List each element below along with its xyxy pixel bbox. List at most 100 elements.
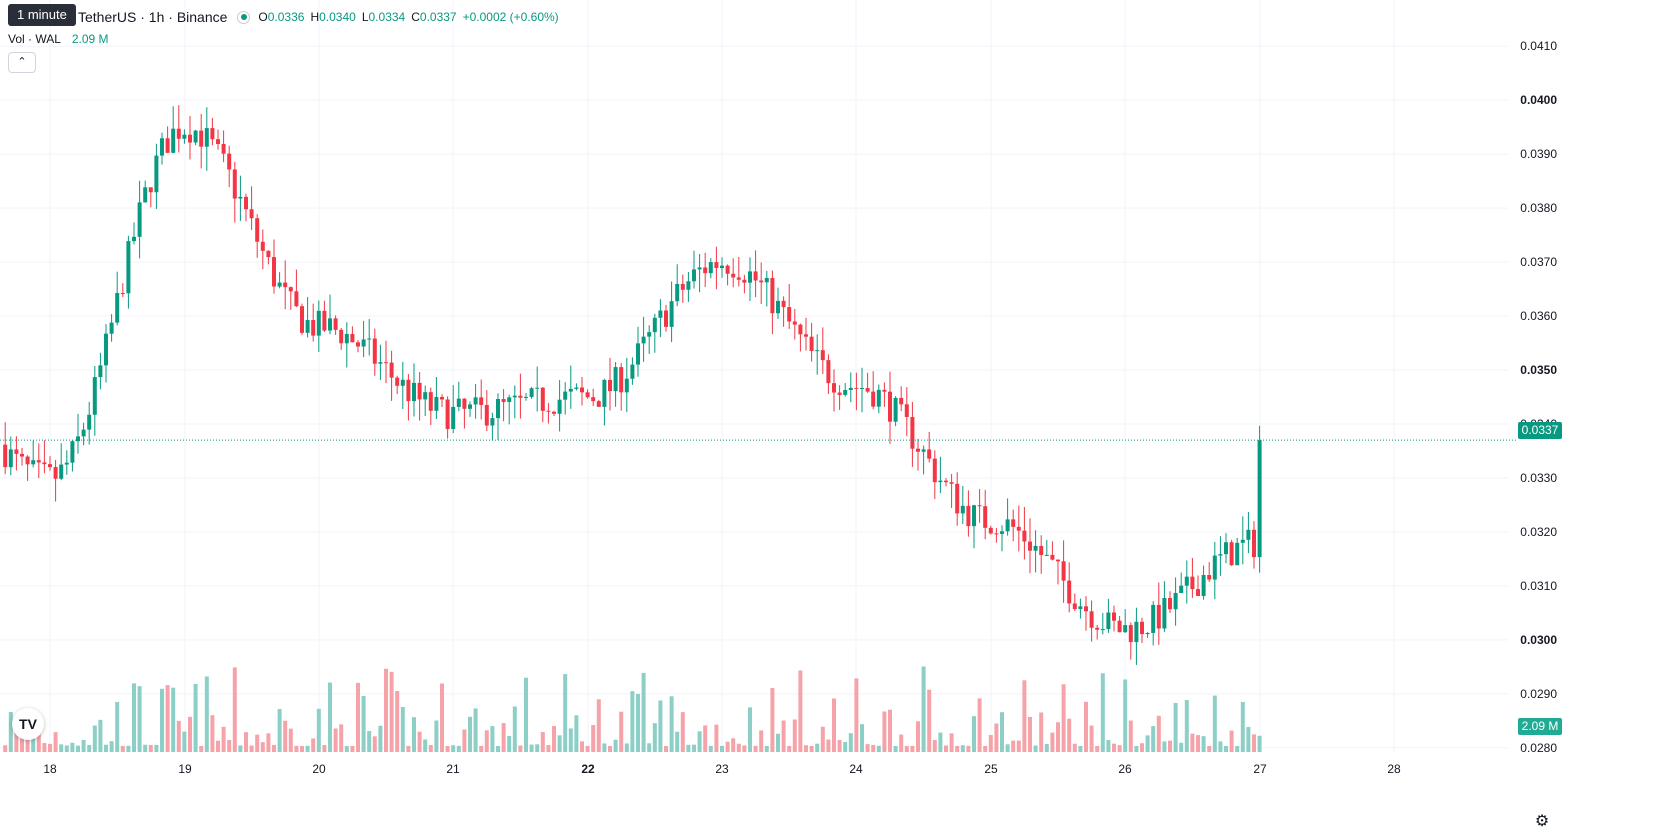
candle-body [977, 505, 982, 507]
candle-body [669, 301, 674, 327]
volume-bar [1089, 725, 1094, 752]
volume-bar [697, 731, 702, 752]
volume-bar [64, 745, 69, 752]
y-tick-label: 0.0360 [1520, 309, 1557, 323]
x-tick-label: 20 [312, 762, 326, 776]
volume-bar [703, 725, 708, 752]
collapse-legend-button[interactable]: ⌃ [8, 52, 36, 73]
y-tick-label: 0.0330 [1520, 471, 1557, 485]
volume-bar [87, 744, 92, 752]
candle-body [462, 398, 467, 409]
volume-bar [367, 731, 372, 752]
candle-body [333, 318, 338, 330]
candle-body [927, 449, 932, 459]
volume-bar [1044, 743, 1049, 752]
volume-bar [860, 724, 864, 752]
volume-bar [652, 723, 657, 752]
volume-bar [255, 734, 260, 752]
candle-body [283, 282, 288, 288]
symbol-title[interactable]: TetherUS · 1h · Binance [78, 9, 228, 25]
volume-bar [753, 745, 758, 752]
candle-body [535, 387, 540, 389]
volume-bar [580, 741, 584, 752]
candle-body [708, 262, 713, 274]
candle-body [104, 333, 108, 366]
candle-body [910, 416, 915, 449]
candle-body [1184, 576, 1189, 586]
volume-bar [1229, 730, 1234, 752]
volume-bar [837, 739, 842, 752]
tradingview-logo[interactable]: TV [12, 708, 44, 740]
volume-bar [848, 733, 853, 752]
y-tick-label: 0.0390 [1520, 147, 1557, 161]
volume-bar [221, 726, 226, 752]
candle-body [1050, 554, 1055, 560]
volume-bar [871, 744, 876, 752]
candle-body [854, 387, 859, 389]
volume-bar [109, 741, 114, 752]
volume-bar [238, 745, 243, 752]
volume-bar [473, 708, 478, 752]
volume-bar [865, 744, 870, 752]
volume-bar [305, 745, 310, 752]
volume-bar [602, 743, 607, 752]
symbol-legend: TetherUS · 1h · Binance O0.0336 H0.0340 … [78, 6, 559, 28]
candle-body [1056, 559, 1060, 562]
volume-bar [42, 742, 47, 752]
volume-bar [412, 717, 416, 752]
candle-body [994, 533, 999, 535]
volume-label[interactable]: Vol · WAL [8, 32, 61, 46]
volume-bar [193, 683, 198, 752]
candle-body [512, 395, 517, 398]
volume-bar [372, 736, 377, 752]
candle-body [736, 277, 741, 280]
volume-bar [3, 745, 8, 752]
volume-bar [524, 677, 528, 752]
candle-body [1207, 575, 1212, 580]
volume-bar [1212, 695, 1217, 752]
last-volume-tag: 2.09 M [1518, 718, 1562, 735]
ohlc-high: H0.0340 [310, 10, 356, 24]
volume-bar [1028, 716, 1032, 752]
candle-body [1011, 519, 1016, 527]
candle-body [367, 338, 372, 340]
volume-bar [496, 745, 500, 752]
volume-bar [680, 712, 685, 752]
candle-body [1044, 554, 1049, 556]
candle-body [1123, 625, 1128, 633]
volume-bar [876, 745, 881, 752]
candle-body [20, 453, 24, 457]
candle-body [1028, 541, 1032, 551]
candle-body [630, 364, 635, 379]
volume-bar [300, 745, 304, 752]
candle-body [781, 300, 786, 308]
volume-bar [266, 733, 271, 752]
volume-bar [624, 743, 629, 752]
candle-body [300, 306, 304, 333]
market-status-icon[interactable] [237, 10, 251, 24]
volume-bar [664, 745, 668, 752]
candle-body [742, 279, 747, 283]
candle-body [171, 128, 176, 153]
volume-bar [949, 733, 954, 752]
candle-body [837, 392, 842, 395]
gear-icon[interactable]: ⚙ [1534, 813, 1550, 830]
candle-body [440, 396, 444, 400]
candle-body [1151, 604, 1156, 633]
volume-bar [350, 746, 355, 752]
volume-bar [686, 744, 691, 752]
candle-body [960, 505, 965, 514]
candle-body [619, 367, 624, 393]
volume-bar [81, 739, 86, 752]
candle-body [378, 362, 383, 364]
candle-body [81, 429, 86, 437]
y-tick-label: 0.0310 [1520, 579, 1557, 593]
volume-bar [557, 735, 562, 752]
candle-body [221, 144, 226, 154]
volume-bar [244, 732, 248, 752]
candle-body [692, 269, 696, 282]
volume-bar [535, 744, 540, 752]
volume-bar [171, 687, 176, 752]
volume-bar [1016, 740, 1021, 752]
